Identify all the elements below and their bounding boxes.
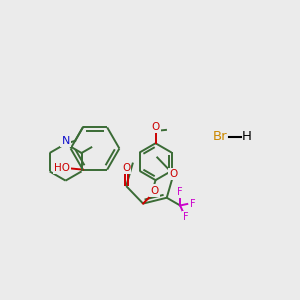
Text: N: N <box>61 136 70 146</box>
Text: O: O <box>169 169 178 179</box>
Text: O: O <box>152 122 160 132</box>
Text: F: F <box>177 187 183 197</box>
Text: O: O <box>122 163 130 173</box>
Text: Br: Br <box>212 130 227 143</box>
Text: F: F <box>183 212 188 222</box>
Text: F: F <box>190 199 195 209</box>
Text: O: O <box>151 185 159 196</box>
Text: H: H <box>242 130 252 143</box>
Text: HO: HO <box>54 163 70 173</box>
